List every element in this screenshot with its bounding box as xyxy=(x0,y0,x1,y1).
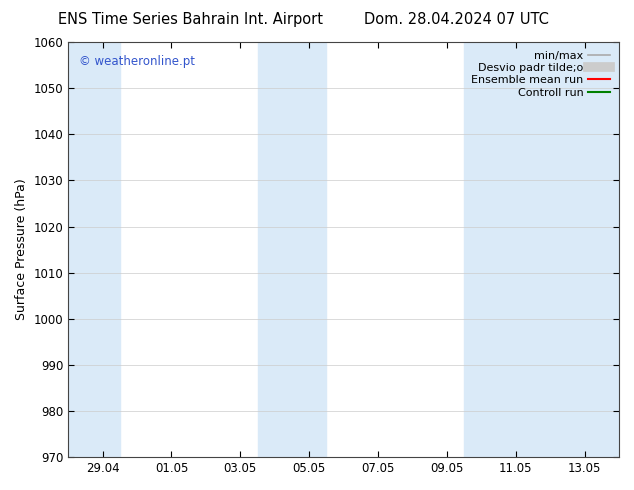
Bar xyxy=(257,42,327,457)
Text: © weatheronline.pt: © weatheronline.pt xyxy=(79,54,195,68)
Bar xyxy=(68,42,120,457)
Text: Dom. 28.04.2024 07 UTC: Dom. 28.04.2024 07 UTC xyxy=(364,12,549,27)
Bar xyxy=(464,42,619,457)
Text: ENS Time Series Bahrain Int. Airport: ENS Time Series Bahrain Int. Airport xyxy=(58,12,323,27)
Y-axis label: Surface Pressure (hPa): Surface Pressure (hPa) xyxy=(15,179,28,320)
Legend: min/max, Desvio padr tilde;o, Ensemble mean run, Controll run: min/max, Desvio padr tilde;o, Ensemble m… xyxy=(468,48,614,101)
